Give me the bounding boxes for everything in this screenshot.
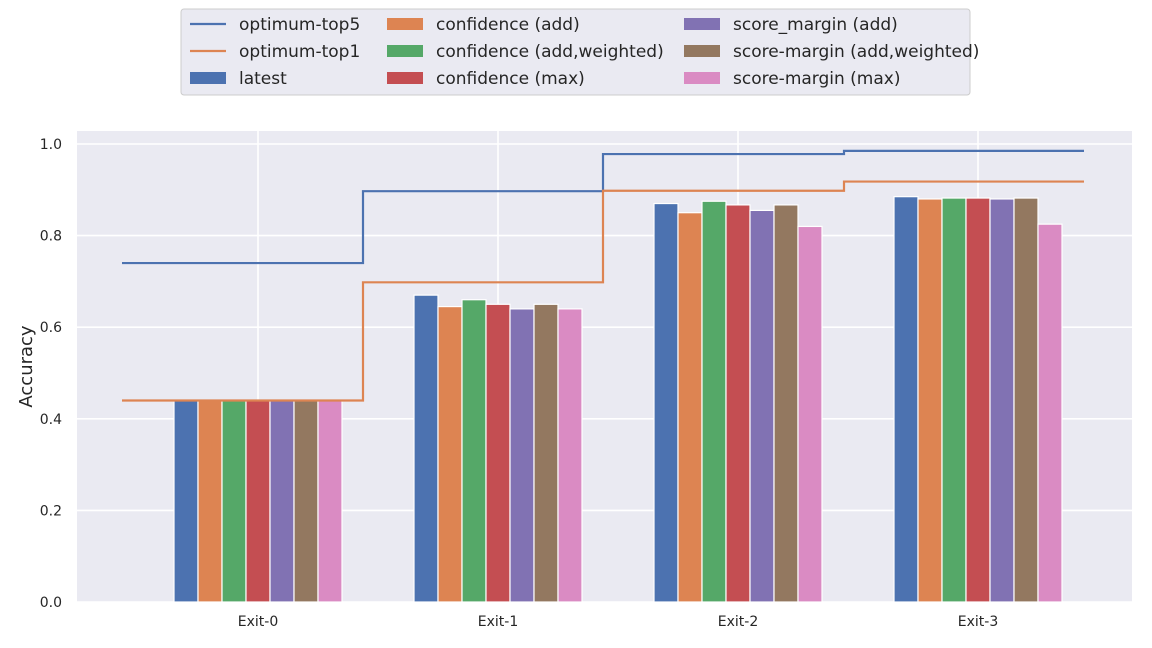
line-optimum-top5 [122, 149, 1084, 265]
bar-score-margin-max--exit-3 [1037, 223, 1063, 603]
legend-item-score-margin-max-: score-margin (max) [684, 69, 900, 89]
y-tick-label: 0.6 [40, 320, 62, 336]
x-tick-label: Exit-3 [958, 614, 998, 630]
legend-box [180, 8, 971, 96]
legend-swatch [387, 45, 423, 57]
bar-confidence-add--exit-3 [917, 198, 943, 603]
bar-confidence-max--exit-1 [485, 303, 511, 603]
legend-label: score-margin (max) [733, 69, 900, 89]
bar-confidence-add--exit-1 [437, 305, 463, 603]
bar-confidence-add-weighted--exit-0 [221, 399, 247, 603]
legend-swatch [684, 18, 720, 30]
legend-swatch [684, 72, 720, 84]
legend-label: score_margin (add) [733, 15, 898, 35]
legend-swatch [684, 45, 720, 57]
y-tick-label: 1.0 [40, 137, 62, 153]
y-tick-label: 0.0 [40, 595, 62, 611]
legend-item-confidence-add-: confidence (add) [387, 15, 580, 35]
x-tick-label: Exit-0 [238, 614, 278, 630]
bar-confidence-add--exit-2 [677, 212, 703, 603]
y-axis-label: Accuracy [16, 325, 37, 408]
legend: optimum-top5 optimum-top1 latest confidence… [180, 8, 979, 96]
legend-label: confidence (add,weighted) [436, 42, 664, 62]
bar-score-margin-add-weighted--exit-2 [773, 204, 799, 603]
x-tick-label: Exit-2 [718, 614, 758, 630]
legend-item-optimum-top1: optimum-top1 [190, 42, 360, 62]
bar-confidence-add-weighted--exit-2 [701, 200, 727, 603]
legend-label: confidence (max) [436, 69, 585, 89]
y-tick-label: 0.2 [40, 503, 62, 519]
line-optimum-top1 [122, 180, 1084, 402]
legend-item-confidence-max-: confidence (max) [387, 69, 585, 89]
bar-score-margin-max--exit-0 [317, 399, 343, 603]
bar-score-margin-add--exit-2 [749, 209, 775, 603]
legend-item-score-margin-add-: score_margin (add) [684, 15, 898, 35]
legend-item-latest: latest [190, 69, 287, 89]
bar-confidence-max--exit-0 [245, 399, 271, 603]
bar-score-margin-add--exit-0 [269, 399, 295, 603]
bar-score-margin-add-weighted--exit-3 [1013, 197, 1039, 603]
legend-swatch [387, 72, 423, 84]
legend-swatch [190, 72, 226, 84]
bar-latest-exit-1 [413, 294, 439, 603]
x-tick-labels: Exit-0 Exit-1 Exit-2 Exit-3 [238, 614, 998, 630]
bar-score-margin-max--exit-1 [557, 308, 583, 603]
bar-confidence-max--exit-2 [725, 204, 751, 603]
bar-score-margin-add--exit-1 [509, 308, 535, 603]
legend-label: confidence (add) [436, 15, 580, 35]
bar-score-margin-add-weighted--exit-1 [533, 303, 559, 603]
legend-label: score-margin (add,weighted) [733, 42, 979, 62]
optimum-lines [122, 149, 1084, 402]
y-tick-label: 0.8 [40, 229, 62, 245]
legend-swatch [387, 18, 423, 30]
legend-label: latest [239, 69, 287, 89]
legend-label: optimum-top1 [239, 42, 360, 62]
legend-item-confidence-add-weighted-: confidence (add,weighted) [387, 42, 664, 62]
bars [173, 196, 1063, 603]
bar-latest-exit-2 [653, 202, 679, 603]
bar-confidence-add-weighted--exit-1 [461, 299, 487, 603]
bar-score-margin-add-weighted--exit-0 [293, 399, 319, 603]
bar-confidence-add--exit-0 [197, 399, 223, 603]
bar-confidence-max--exit-3 [965, 197, 991, 603]
y-tick-labels: 0.0 0.2 0.4 0.6 0.8 1.0 [40, 137, 62, 611]
bar-latest-exit-0 [173, 399, 199, 603]
legend-label: optimum-top5 [239, 15, 360, 35]
bar-score-margin-add--exit-3 [989, 198, 1015, 603]
y-tick-label: 0.4 [40, 412, 62, 428]
x-tick-label: Exit-1 [478, 614, 518, 630]
legend-item-optimum-top5: optimum-top5 [190, 15, 360, 35]
bar-confidence-add-weighted--exit-3 [941, 197, 967, 603]
bar-latest-exit-3 [893, 196, 919, 603]
bar-score-margin-max--exit-2 [797, 225, 823, 603]
legend-item-score-margin-add-weighted-: score-margin (add,weighted) [684, 42, 979, 62]
